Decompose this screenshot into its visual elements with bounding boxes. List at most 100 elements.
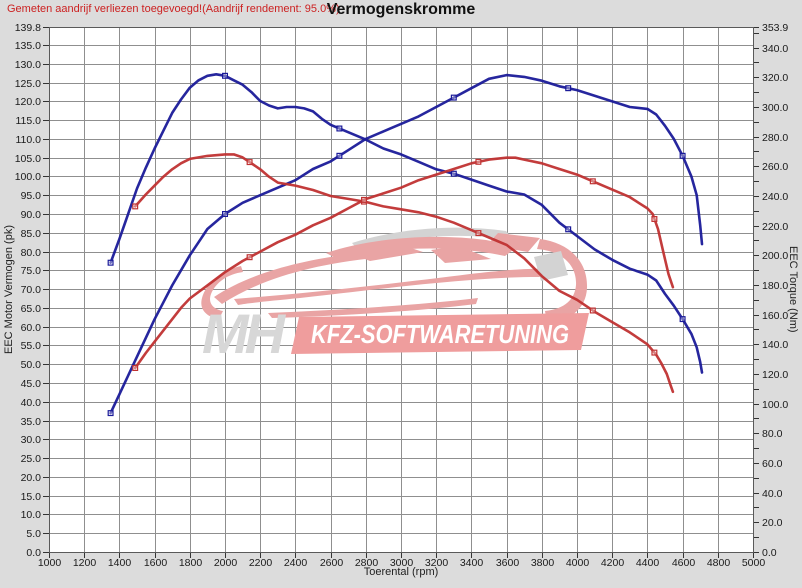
svg-text:220.0: 220.0: [762, 221, 788, 233]
svg-text:60.0: 60.0: [762, 458, 783, 470]
svg-text:4000: 4000: [566, 557, 590, 569]
svg-text:1800: 1800: [179, 557, 203, 569]
watermark-brand-text: KFZ-SOFTWARETUNING: [311, 319, 569, 349]
svg-text:95.0: 95.0: [21, 190, 42, 202]
svg-text:2600: 2600: [320, 557, 344, 569]
chart-title: Vermogenskromme: [326, 1, 476, 18]
svg-text:35.0: 35.0: [21, 416, 42, 428]
svg-text:3200: 3200: [425, 557, 449, 569]
svg-text:40.0: 40.0: [21, 397, 42, 409]
svg-text:5000: 5000: [742, 557, 766, 569]
watermark-logo: MH KFZ-SOFTWARETUNING: [201, 227, 589, 365]
svg-text:3600: 3600: [496, 557, 520, 569]
svg-text:110.0: 110.0: [16, 134, 42, 146]
car-window-rear: [431, 246, 491, 263]
svg-text:55.0: 55.0: [21, 340, 42, 352]
svg-text:139.8: 139.8: [15, 22, 41, 34]
svg-text:70.0: 70.0: [21, 284, 42, 296]
svg-text:45.0: 45.0: [21, 378, 42, 390]
svg-text:280.0: 280.0: [762, 132, 788, 144]
markers-tuned-power-pk: [107, 85, 686, 417]
svg-text:2400: 2400: [284, 557, 308, 569]
svg-text:100.0: 100.0: [762, 399, 788, 411]
svg-text:4200: 4200: [601, 557, 625, 569]
svg-text:10.0: 10.0: [21, 509, 42, 521]
svg-text:120.0: 120.0: [15, 96, 41, 108]
svg-text:3800: 3800: [531, 557, 555, 569]
car-roof-gray-swoosh: [352, 227, 514, 250]
svg-text:1400: 1400: [108, 557, 132, 569]
car-rocker-line: [268, 298, 478, 318]
svg-text:60.0: 60.0: [21, 322, 42, 334]
svg-text:50.0: 50.0: [21, 359, 42, 371]
svg-text:3000: 3000: [390, 557, 414, 569]
svg-text:240.0: 240.0: [762, 191, 788, 203]
svg-text:2000: 2000: [214, 557, 238, 569]
svg-text:125.0: 125.0: [15, 78, 41, 90]
markers-tuned-torque-Nm: [107, 72, 686, 323]
svg-text:200.0: 200.0: [762, 250, 788, 262]
car-rear-ring: [537, 239, 588, 323]
curve-stock-torque-Nm: [133, 153, 675, 394]
svg-text:160.0: 160.0: [762, 310, 788, 322]
svg-text:30.0: 30.0: [21, 434, 42, 446]
svg-text:4600: 4600: [672, 557, 696, 569]
curve-tuned-power-pk: [109, 73, 704, 415]
svg-text:90.0: 90.0: [21, 209, 42, 221]
svg-text:115.0: 115.0: [16, 115, 42, 127]
svg-text:1600: 1600: [144, 557, 168, 569]
svg-text:1200: 1200: [73, 557, 97, 569]
svg-text:80.0: 80.0: [762, 428, 783, 440]
car-nose: [201, 266, 243, 319]
svg-text:2200: 2200: [249, 557, 273, 569]
x-axis-title: Toerental (rpm): [363, 566, 439, 578]
car-rear-pink-panel: [487, 233, 540, 252]
curve-tuned-torque-Nm: [109, 73, 704, 374]
svg-text:75.0: 75.0: [21, 265, 42, 277]
car-rear-gray-panel: [534, 251, 568, 281]
left-axis-title: EEC Motor Vermogen (pk): [3, 225, 15, 354]
svg-text:120.0: 120.0: [762, 369, 788, 381]
svg-text:4800: 4800: [707, 557, 731, 569]
svg-text:0.0: 0.0: [26, 547, 41, 559]
svg-text:100.0: 100.0: [15, 171, 41, 183]
svg-text:353.9: 353.9: [762, 22, 788, 34]
watermark-banner: [291, 313, 589, 354]
svg-text:135.0: 135.0: [15, 40, 41, 52]
svg-text:80.0: 80.0: [21, 247, 42, 259]
car-hood-line: [214, 252, 375, 304]
svg-text:3400: 3400: [460, 557, 484, 569]
svg-text:15.0: 15.0: [21, 491, 42, 503]
svg-text:65.0: 65.0: [21, 303, 42, 315]
markers-stock-power-pk: [132, 158, 658, 372]
car-roof-line: [326, 236, 513, 259]
svg-text:300.0: 300.0: [762, 102, 788, 114]
svg-text:0.0: 0.0: [762, 547, 777, 559]
svg-text:20.0: 20.0: [762, 517, 783, 529]
axis-tick-labels: 139.8 135.0 130.0 125.0 120.0 115.0 110.0 105.0…: [15, 22, 789, 569]
curve-stock-power-pk: [133, 156, 675, 370]
svg-text:1000: 1000: [38, 557, 62, 569]
svg-text:85.0: 85.0: [21, 228, 42, 240]
plot-frame: [49, 27, 754, 553]
svg-text:4400: 4400: [636, 557, 660, 569]
svg-text:105.0: 105.0: [15, 153, 41, 165]
svg-text:40.0: 40.0: [762, 488, 783, 500]
drivetrain-loss-note: Gemeten aandrijf verliezen toegevoegd!(A…: [7, 3, 340, 15]
right-axis-title: EEC Torque (Nm): [787, 246, 799, 333]
svg-text:2800: 2800: [355, 557, 379, 569]
svg-text:25.0: 25.0: [21, 453, 42, 465]
svg-text:20.0: 20.0: [21, 472, 42, 484]
car-side-swoosh: [234, 268, 548, 305]
svg-text:260.0: 260.0: [762, 161, 788, 173]
watermark-brand-short: MH: [202, 302, 287, 365]
svg-text:5.0: 5.0: [26, 528, 41, 540]
svg-text:320.0: 320.0: [762, 72, 788, 84]
svg-text:340.0: 340.0: [762, 43, 788, 55]
svg-text:130.0: 130.0: [15, 59, 41, 71]
svg-text:180.0: 180.0: [762, 280, 788, 292]
svg-text:140.0: 140.0: [762, 339, 788, 351]
